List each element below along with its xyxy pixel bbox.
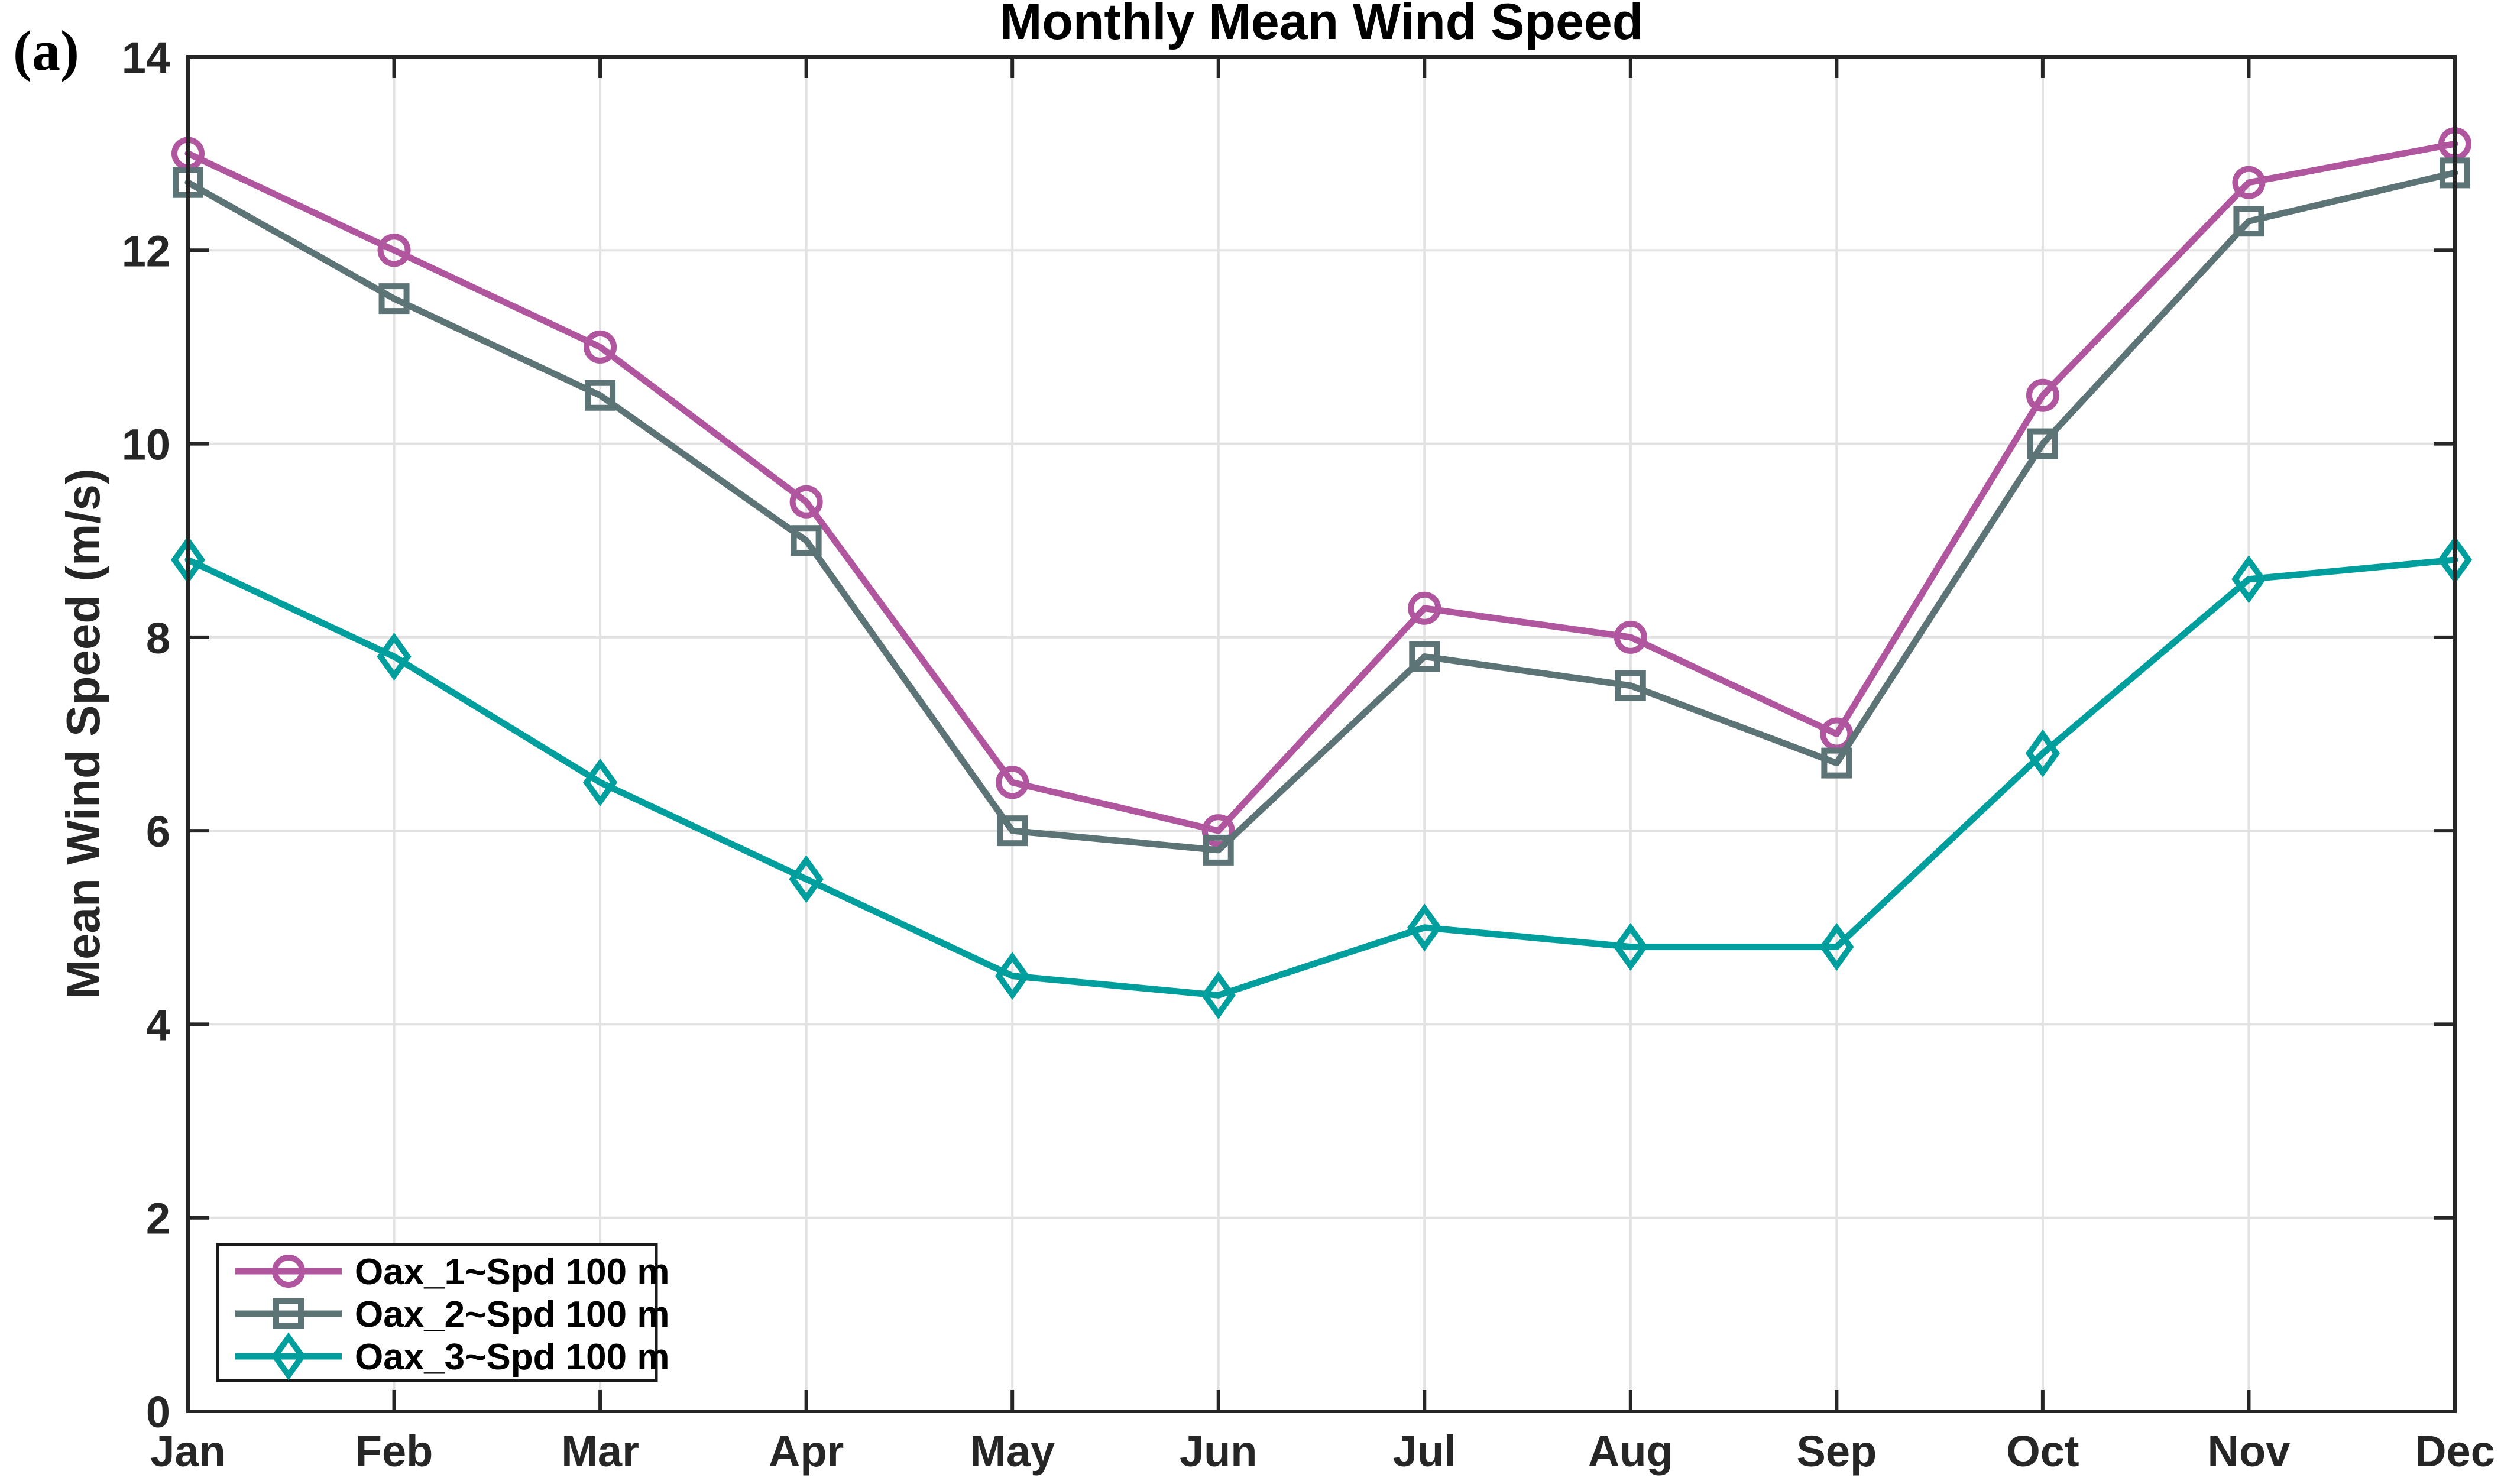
square-marker [1203,834,1234,866]
x-tick-label: Jul [1393,1427,1456,1476]
x-tick-label: Aug [1588,1427,1673,1476]
series-line [184,556,2458,999]
x-tick-label: May [970,1427,1055,1476]
circle-marker [377,234,411,267]
square-marker [1615,670,1646,701]
circle-marker [1408,591,1441,625]
y-tick-label: 0 [146,1388,170,1437]
legend-item-label: Oax_3~Spd 100 m [355,1337,669,1378]
legend-item: Oax_1~Spd 100 m [235,1252,669,1292]
diamond-marker [377,633,412,681]
circle-marker [272,1255,305,1288]
diamond-marker [271,1332,306,1381]
data-series-layer [170,127,2473,1019]
x-tick-label: Oct [2006,1427,2079,1476]
circle-marker [2026,378,2059,412]
x-tick-label: Dec [2415,1427,2495,1476]
gridlines-layer [187,56,2456,1412]
square-marker [1409,641,1440,672]
axes-layer [186,55,2457,1413]
panel-label: (a) [13,19,79,82]
diamond-marker [1201,971,1236,1019]
legend-item-label: Oax_2~Spd 100 m [355,1294,669,1335]
y-axis-label: Mean Wind Speed (m/s) [57,468,109,999]
x-tick-label: Nov [2208,1427,2291,1476]
y-tick-label: 2 [146,1194,170,1243]
series-line [184,140,2458,834]
circle-marker [996,766,1029,799]
y-tick-label: 8 [146,614,170,663]
x-tick-label: Jun [1180,1427,1258,1476]
diamond-marker [995,952,1030,1000]
diamond-marker [2231,555,2266,604]
circle-marker [1201,814,1235,848]
diamond-marker [1613,922,1648,971]
x-tick-label: Apr [769,1427,844,1476]
square-marker [2027,428,2058,459]
chart-title: Monthly Mean Wind Speed [1000,0,1644,50]
y-tick-label: 4 [146,1000,170,1049]
diamond-marker [1819,922,1854,971]
series-line [184,169,2458,854]
legend-item: Oax_3~Spd 100 m [235,1332,669,1381]
diamond-marker [2025,729,2061,777]
x-tick-label: Sep [1797,1427,1877,1476]
square-marker [585,380,616,411]
series-oax_3 [170,536,2473,1019]
plot-border [186,55,2457,1413]
diamond-marker [1407,903,1442,952]
legend-item-label: Oax_1~Spd 100 m [355,1252,669,1292]
circle-marker [1614,620,1647,654]
y-tick-label: 6 [146,807,170,856]
tick-labels-layer: 0 2 4 6 8 10 12 14 Jan Feb Mar Apr May Jun Jul Aug Sep Oc… [122,33,2495,1476]
diamond-marker [789,855,824,903]
square-marker [1821,747,1852,779]
legend-item: Oax_2~Spd 100 m [235,1294,669,1335]
square-marker [378,283,410,315]
diamond-marker [582,758,618,806]
square-marker [273,1298,304,1329]
y-tick-label: 10 [122,420,170,469]
circle-marker [789,485,823,519]
circle-marker [584,330,617,364]
square-marker [791,525,822,556]
circle-marker [2232,166,2266,199]
circle-marker [1820,717,1854,751]
x-tick-label: Mar [561,1427,639,1476]
y-tick-label: 14 [122,33,170,82]
series-oax_2 [173,157,2470,866]
series-oax_1 [171,127,2471,848]
y-tick-label: 12 [122,226,170,276]
x-tick-label: Jan [150,1427,226,1476]
x-tick-label: Feb [355,1427,433,1476]
square-marker [997,815,1028,847]
square-marker [2233,206,2264,237]
